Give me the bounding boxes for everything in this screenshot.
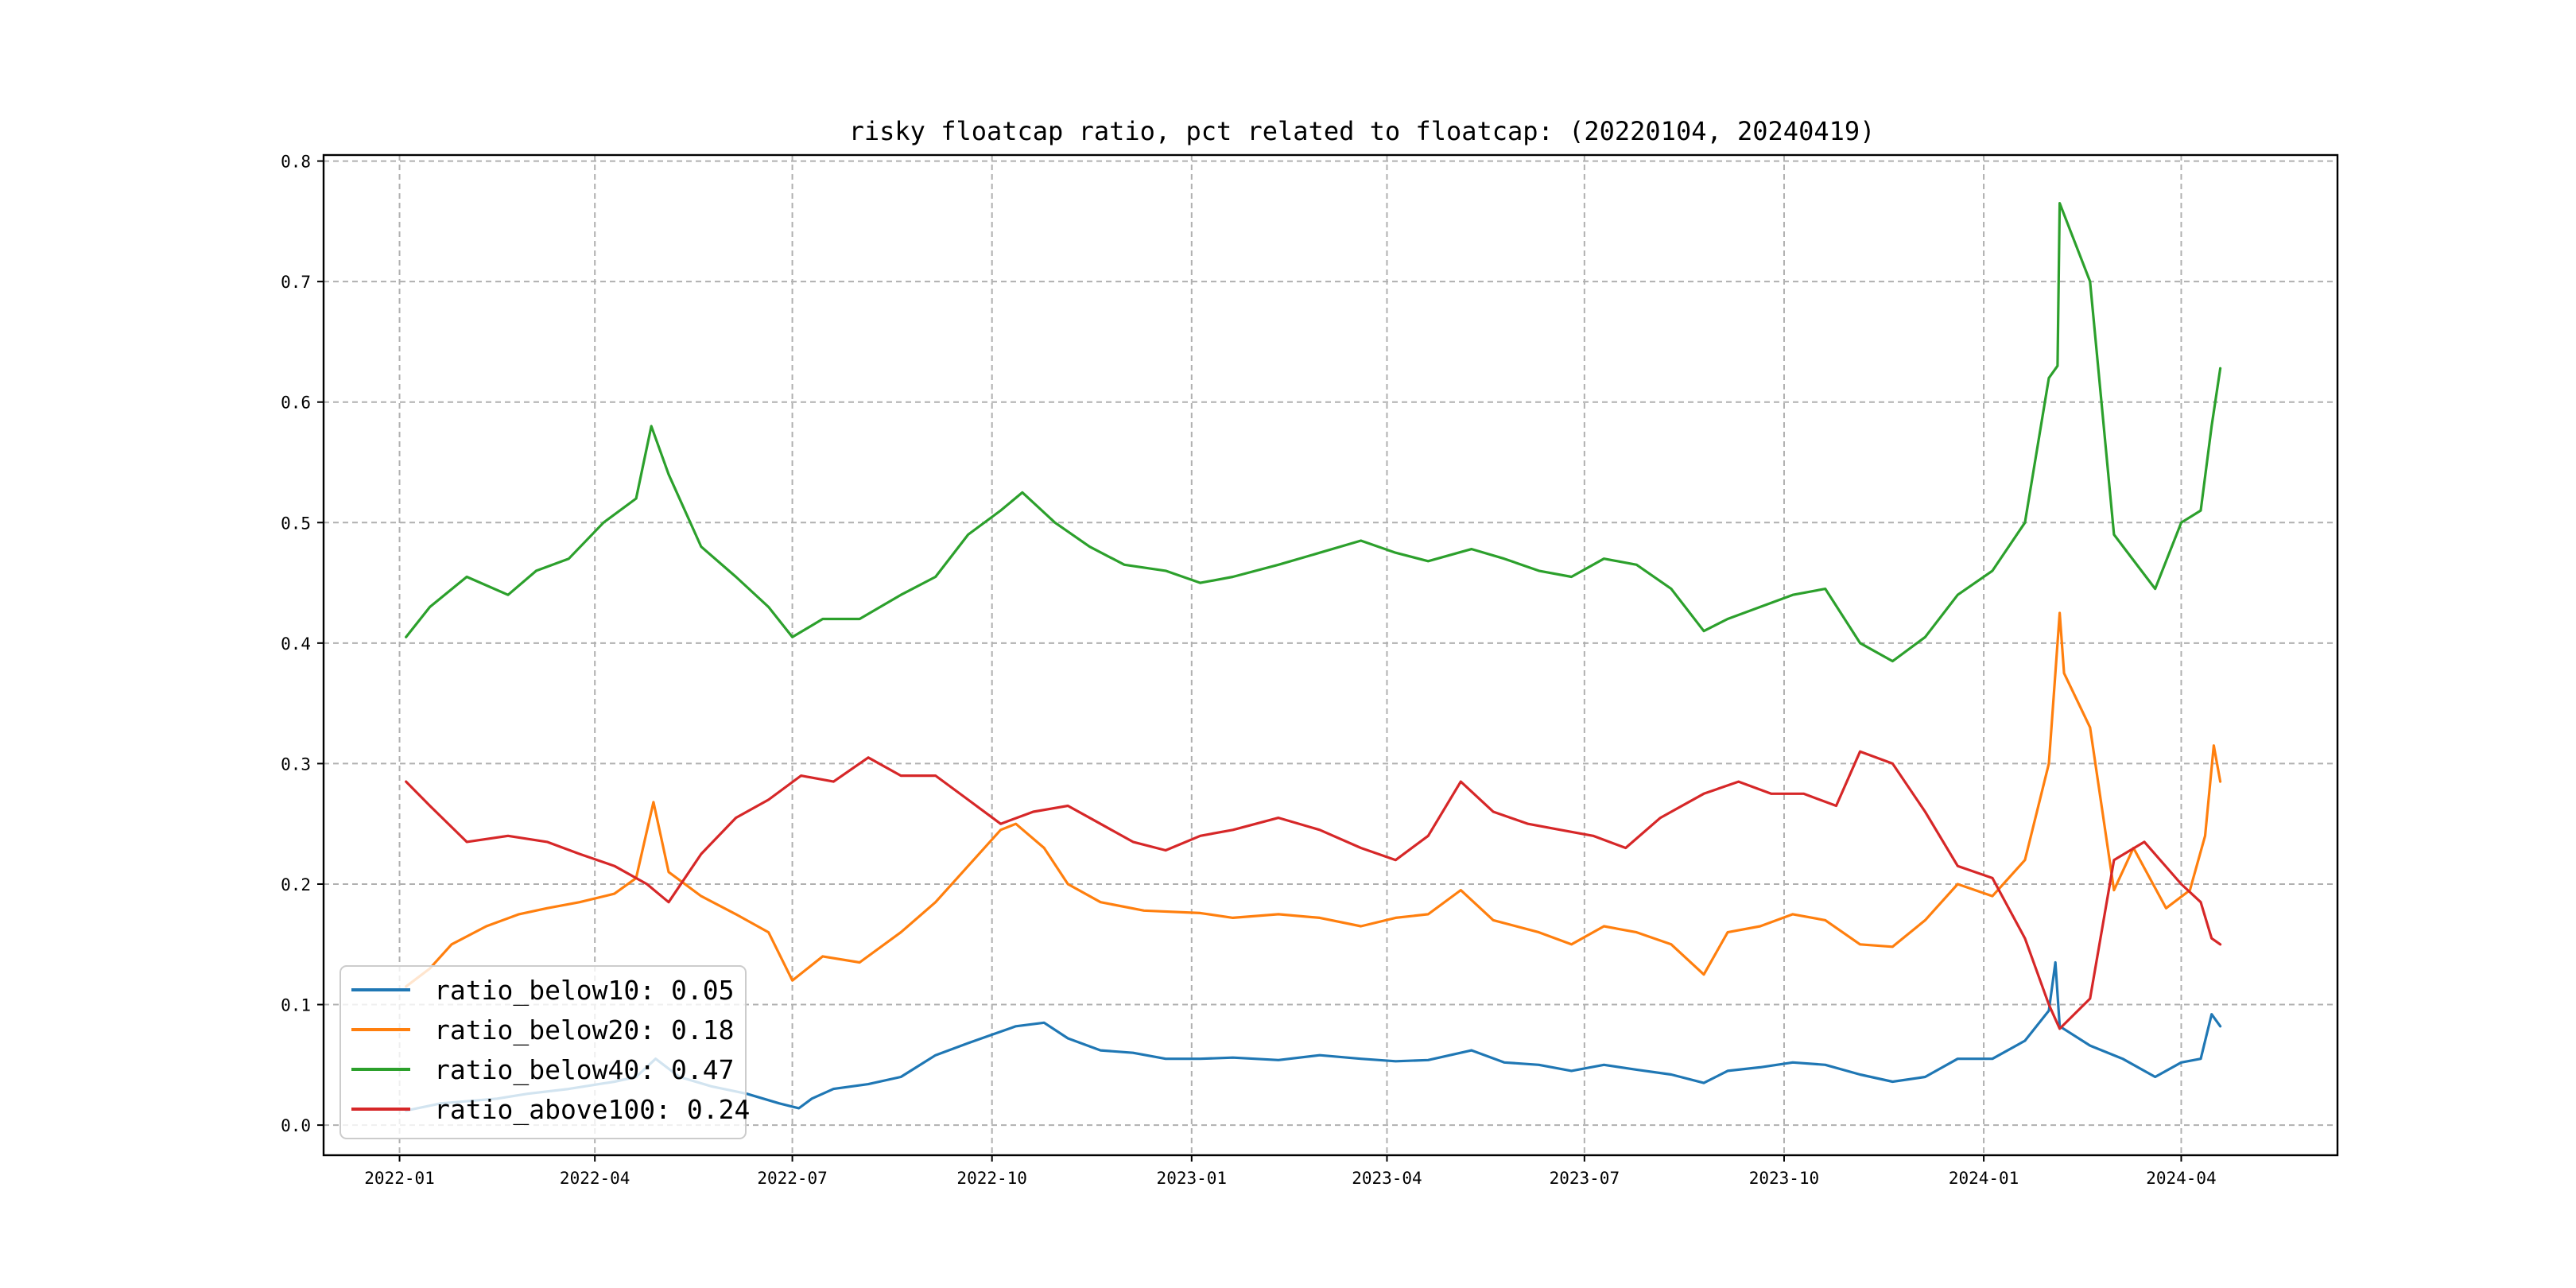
x-tick-label: 2022-07 [757, 1169, 828, 1188]
y-tick-label: 0.5 [281, 514, 311, 533]
y-tick-label: 0.4 [281, 634, 311, 654]
series-layer [405, 202, 2222, 1112]
y-tick-label: 0.7 [281, 273, 311, 292]
y-tick-label: 0.6 [281, 394, 311, 413]
x-tick-label: 2022-10 [956, 1169, 1027, 1188]
legend-entry: ratio_above100: 0.24 [434, 1094, 750, 1126]
y-tick-label: 0.8 [281, 153, 311, 172]
legend-frame [339, 965, 747, 1139]
series-line-3 [405, 750, 2222, 1030]
x-tick-label: 2024-04 [2146, 1169, 2217, 1188]
series-line-0 [405, 960, 2222, 1112]
x-tick-label: 2023-01 [1157, 1169, 1228, 1188]
series-line-1 [405, 611, 2222, 988]
legend-entry: ratio_below20: 0.18 [434, 1014, 735, 1046]
legend-entry: ratio_below40: 0.47 [434, 1054, 735, 1086]
y-tick-label: 0.0 [281, 1116, 311, 1135]
y-tick-label: 0.2 [281, 875, 311, 894]
x-tick-label: 2022-04 [560, 1169, 630, 1188]
x-tick-label: 2023-10 [1749, 1169, 1820, 1188]
axes-frame [322, 153, 2339, 1157]
x-tick-label: 2022-01 [364, 1169, 435, 1188]
legend: ratio_below10: 0.05 ratio_below20: 0.18 ra… [339, 965, 750, 1139]
tick-layer: 2022-01 2022-04 2022-07 2022-10 2023-01 2023-… [281, 153, 2217, 1188]
y-tick-label: 0.3 [281, 755, 311, 774]
series-line-2 [405, 202, 2222, 663]
y-tick-label: 0.1 [281, 996, 311, 1015]
x-tick-label: 2023-04 [1352, 1169, 1422, 1188]
legend-entry: ratio_below10: 0.05 [434, 975, 735, 1007]
x-tick-label: 2023-07 [1550, 1169, 1620, 1188]
x-tick-label: 2024-01 [1949, 1169, 2019, 1188]
chart-title: risky floatcap ratio, pct related to flo… [849, 116, 1876, 146]
